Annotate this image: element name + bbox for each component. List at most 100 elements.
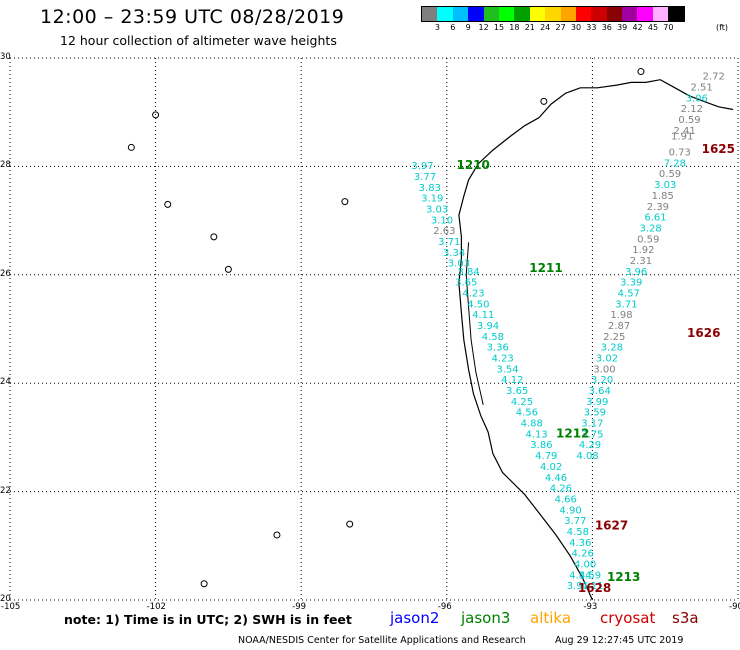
swh-value-ascending: 2.12: [681, 104, 703, 115]
colorbar-label: 70: [663, 23, 674, 32]
swh-value-descending: 4.79: [535, 451, 557, 462]
swh-value-descending: 4.58: [482, 332, 504, 343]
colorbar-label: 45: [647, 23, 659, 32]
swh-value-ascending: 0.59: [659, 169, 681, 180]
inland-lake: [200, 580, 208, 588]
swh-value-descending: 4.46: [545, 473, 567, 484]
swh-value-descending: 3.97: [411, 161, 433, 172]
swh-value-ascending: 3.64: [589, 386, 611, 397]
colorbar-label: 18: [509, 23, 520, 32]
coastline-lagoon: [465, 242, 484, 406]
colorbar-swatch: [529, 7, 546, 21]
swh-value-descending: 3.65: [455, 278, 477, 289]
pass-number-label: 1211: [529, 261, 562, 275]
pass-number-label: 1627: [595, 519, 628, 533]
latitude-tick-label: 24: [0, 377, 11, 388]
colorbar-unit: (ft): [716, 23, 729, 32]
colorbar-swatch: [560, 7, 576, 21]
swh-value-ascending: 3.02: [596, 354, 618, 365]
swh-value-ascending: 3.71: [615, 299, 637, 310]
swh-value-ascending: 2.25: [603, 332, 625, 343]
inland-lake: [210, 233, 218, 241]
inland-lake: [637, 68, 645, 76]
swh-value-descending: 3.94: [477, 321, 499, 332]
swh-value-descending: 4.90: [559, 505, 581, 516]
latitude-tick-label: 22: [0, 485, 11, 496]
swh-value-descending: 3.77: [564, 516, 586, 527]
swh-value-ascending: 0.73: [669, 148, 691, 159]
pass-number-label: 1212: [556, 426, 589, 440]
swh-value-descending: 3.84: [458, 267, 480, 278]
swh-value-ascending: 0.59: [678, 115, 700, 126]
swh-value-descending: 4.58: [567, 527, 589, 538]
swh-value-descending: 4.23: [491, 354, 513, 365]
colorbar-swatch: [591, 7, 607, 21]
swh-value-ascending: 1.98: [610, 310, 632, 321]
colorbar-swatch: [575, 7, 592, 21]
swh-value-descending: 3.91: [567, 581, 589, 592]
credit-line: NOAA/NESDIS Center for Satellite Applica…: [238, 635, 526, 646]
swh-value-descending: 4.50: [467, 299, 489, 310]
colorbar-label: 12: [478, 23, 489, 32]
legend-cryosat: cryosat: [600, 609, 656, 627]
swh-value-ascending: 2.72: [703, 72, 725, 83]
swh-value-descending: 3.77: [414, 172, 436, 183]
swh-value-descending: 4.34: [569, 570, 591, 581]
colorbar-label: 39: [617, 23, 628, 32]
latitude-tick-label: 26: [0, 268, 11, 279]
swh-value-descending: 4.12: [501, 375, 523, 386]
coastline: [127, 68, 734, 601]
swh-value-ascending: 7.28: [664, 158, 686, 169]
swh-value-ascending: 2.41: [673, 126, 695, 137]
legend-altika: altika: [530, 609, 572, 627]
swh-value-ascending: 3.06: [686, 93, 708, 104]
swh-value-descending: 3.03: [426, 204, 448, 215]
legend-s3a: s3a: [672, 609, 699, 627]
colorbar-label: 6: [450, 23, 456, 32]
page-title: 12:00 – 23:59 UTC 08/28/2019: [40, 6, 345, 28]
colorbar-swatch: [622, 7, 638, 21]
swh-value-ascending: 0.59: [637, 234, 659, 245]
swh-value-descending: 3.83: [419, 183, 441, 194]
inland-lake: [346, 520, 354, 528]
swh-value-ascending: 3.03: [654, 180, 676, 191]
pass-number-label: 1213: [607, 570, 640, 584]
colorbar-label: 15: [493, 23, 505, 32]
swh-value-ascending: 1.92: [632, 245, 654, 256]
swh-value-descending: 3.36: [487, 343, 509, 354]
colorbar-labels: 3 6 9 12 15 18 21 24 27 30 33 36 39 42 45 70: [421, 23, 740, 35]
swh-value-descending: 4.26: [572, 549, 594, 560]
colorbar-label: 36: [601, 23, 612, 32]
swh-value-ascending: 4.57: [618, 288, 640, 299]
swh-value-ascending: 4.29: [579, 440, 601, 451]
inland-lake: [164, 200, 172, 208]
colorbar-label: 21: [524, 23, 535, 32]
colorbar-label: 24: [540, 23, 551, 32]
colorbar-swatch: [652, 7, 669, 21]
swh-value-ascending: 3.28: [640, 223, 662, 234]
swh-value-descending: 3.19: [421, 194, 443, 205]
coastline-main: [458, 79, 734, 601]
swh-value-descending: 2.63: [433, 226, 455, 237]
swh-value-descending: 4.26: [550, 484, 572, 495]
swh-value-ascending: 3.75: [581, 429, 603, 440]
swh-value-descending: 4.25: [511, 397, 533, 408]
swh-value-ascending: 3.39: [620, 278, 642, 289]
swh-value-ascending: 2.87: [608, 321, 630, 332]
swh-value-ascending: 3.28: [601, 343, 623, 354]
colorbar-swatch: [452, 7, 469, 21]
swh-value-ascending: 3.96: [625, 267, 647, 278]
longitude-tick-label: -96: [437, 602, 452, 612]
footer-note: note: 1) Time is in UTC; 2) SWH is in fe…: [64, 612, 352, 627]
colorbar-label: 3: [434, 23, 440, 32]
swh-value-descending: 4.23: [462, 288, 484, 299]
swh-value-ascending: 2.31: [630, 256, 652, 267]
swh-value-ascending: 3.59: [584, 408, 606, 419]
pass-number-label: 1210: [457, 158, 490, 172]
colorbar-swatch: [606, 7, 623, 21]
swh-value-ascending: 1.85: [652, 191, 674, 202]
swh-value-ascending: 3.20: [591, 375, 613, 386]
pass-number-label: 1626: [687, 326, 720, 340]
swh-value-descending: 4.13: [525, 429, 547, 440]
